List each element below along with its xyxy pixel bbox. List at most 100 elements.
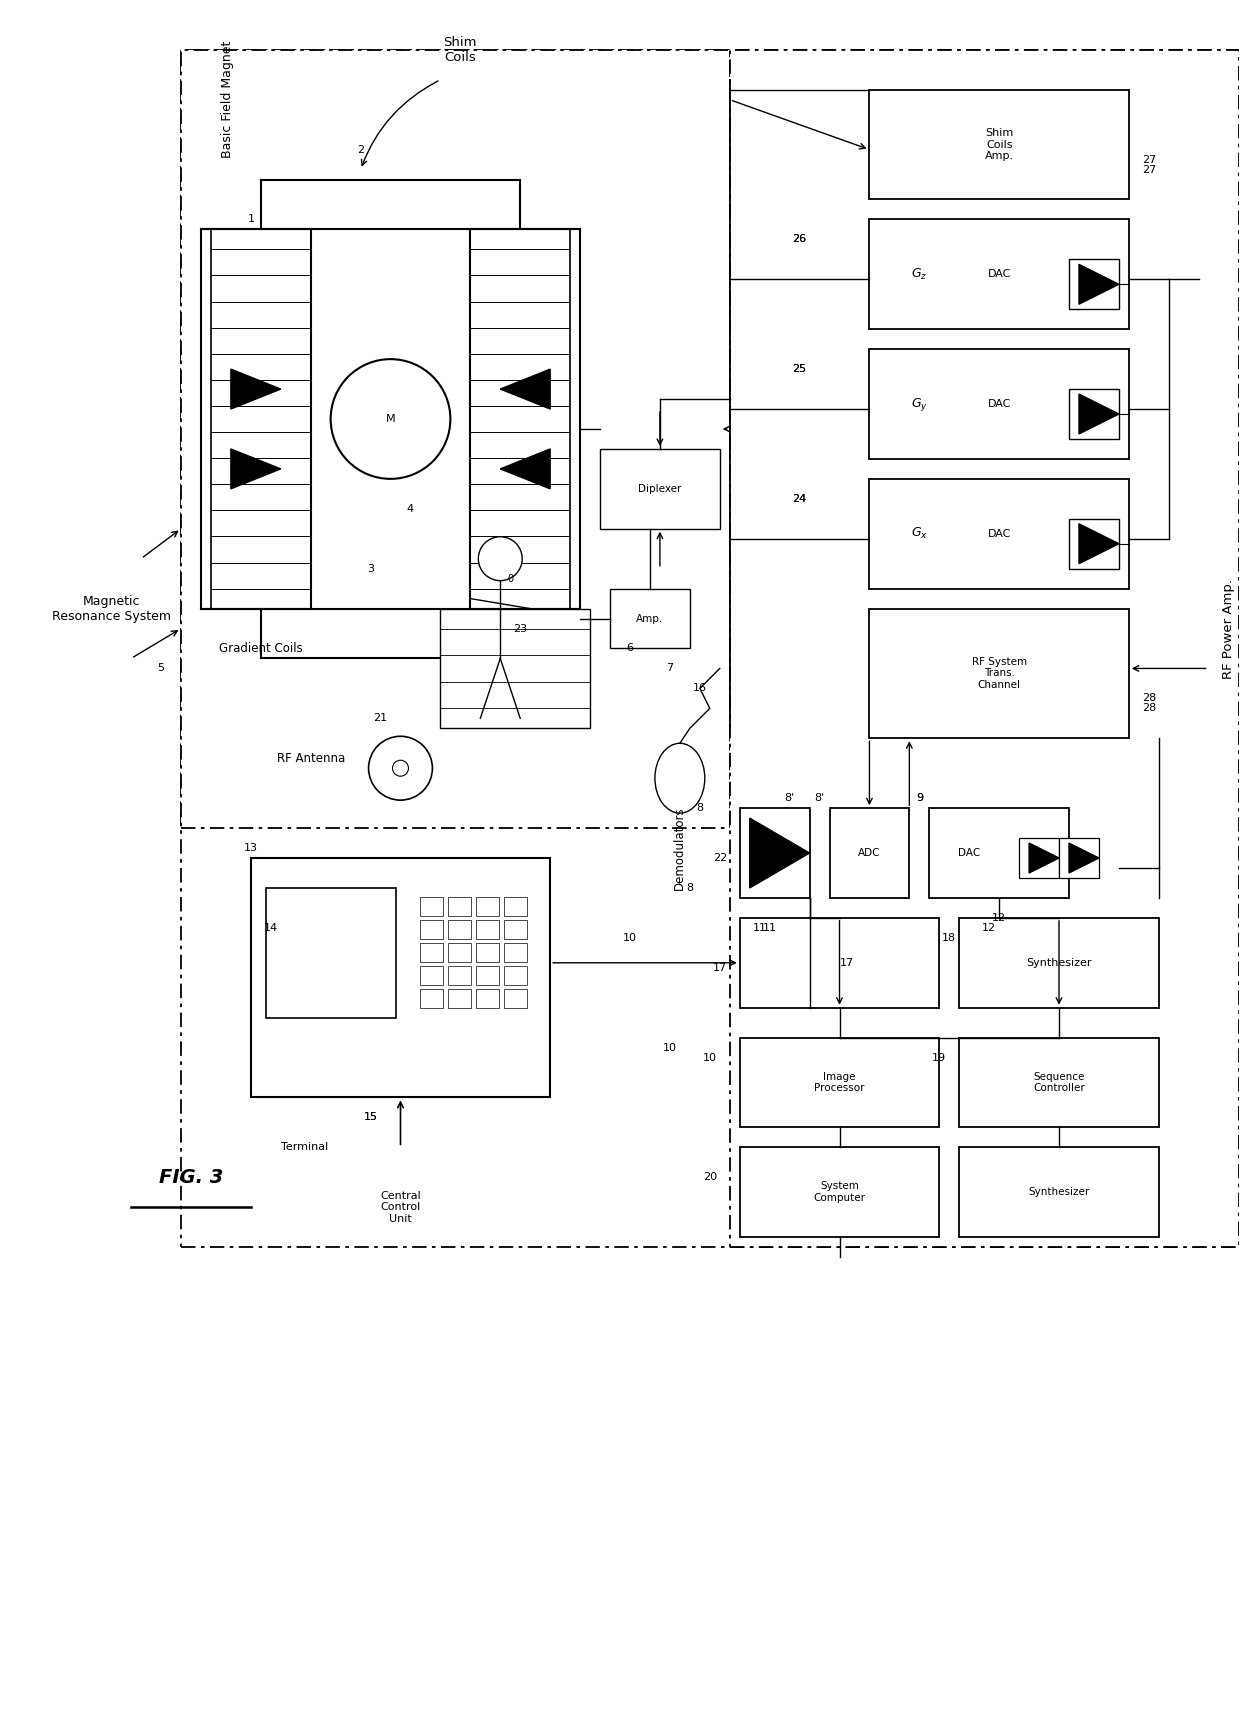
Text: 26: 26	[792, 235, 807, 244]
FancyBboxPatch shape	[420, 966, 444, 985]
FancyBboxPatch shape	[830, 809, 909, 899]
FancyBboxPatch shape	[505, 943, 527, 962]
Text: 26: 26	[792, 235, 807, 244]
FancyBboxPatch shape	[869, 608, 1128, 738]
Text: 25: 25	[792, 365, 807, 373]
Text: 13: 13	[244, 843, 258, 854]
Text: Basic Field Magnet: Basic Field Magnet	[221, 41, 234, 159]
Text: 27: 27	[1142, 164, 1156, 175]
FancyBboxPatch shape	[476, 943, 500, 962]
FancyBboxPatch shape	[740, 1037, 939, 1127]
Polygon shape	[231, 370, 280, 410]
Text: 8: 8	[696, 804, 703, 814]
Text: Gradient Coils: Gradient Coils	[219, 643, 303, 655]
Polygon shape	[500, 449, 551, 489]
FancyBboxPatch shape	[440, 608, 590, 727]
FancyBboxPatch shape	[449, 966, 471, 985]
Polygon shape	[231, 449, 280, 489]
Text: 24: 24	[792, 494, 807, 505]
Circle shape	[393, 760, 408, 776]
Text: 28: 28	[1142, 703, 1156, 714]
Polygon shape	[1079, 264, 1118, 304]
Text: 11: 11	[763, 923, 776, 933]
Text: 9: 9	[916, 793, 923, 804]
FancyBboxPatch shape	[1069, 518, 1118, 569]
FancyBboxPatch shape	[449, 988, 471, 1007]
Text: Demodulators: Demodulators	[673, 807, 687, 890]
FancyBboxPatch shape	[610, 589, 689, 648]
FancyBboxPatch shape	[740, 809, 810, 899]
Text: M: M	[386, 415, 396, 423]
FancyBboxPatch shape	[449, 897, 471, 916]
Text: Synthesizer: Synthesizer	[1027, 957, 1091, 968]
Text: System
Computer: System Computer	[813, 1182, 866, 1203]
Text: RF Power Amp.: RF Power Amp.	[1223, 579, 1235, 679]
FancyBboxPatch shape	[449, 919, 471, 938]
FancyBboxPatch shape	[730, 50, 1239, 1248]
Text: 8: 8	[686, 883, 693, 893]
Text: 16: 16	[693, 683, 707, 693]
Text: Magnetic
Resonance System: Magnetic Resonance System	[52, 594, 171, 622]
FancyBboxPatch shape	[420, 919, 444, 938]
Text: FIG. 3: FIG. 3	[159, 1168, 223, 1187]
FancyBboxPatch shape	[265, 888, 396, 1018]
FancyBboxPatch shape	[960, 1037, 1159, 1127]
Text: 22: 22	[713, 854, 727, 862]
Text: ADC: ADC	[858, 848, 880, 859]
FancyBboxPatch shape	[869, 479, 1128, 589]
Text: RF System
Trans.
Channel: RF System Trans. Channel	[972, 657, 1027, 689]
Text: 8': 8'	[785, 793, 795, 804]
FancyBboxPatch shape	[869, 219, 1128, 330]
Polygon shape	[500, 370, 551, 410]
Text: Shim
Coils
Amp.: Shim Coils Amp.	[985, 128, 1014, 161]
FancyBboxPatch shape	[1019, 838, 1059, 878]
Text: 8': 8'	[815, 793, 825, 804]
FancyBboxPatch shape	[960, 918, 1159, 1007]
Text: 2: 2	[357, 145, 365, 154]
FancyBboxPatch shape	[476, 897, 500, 916]
FancyBboxPatch shape	[420, 897, 444, 916]
Text: 15: 15	[363, 1113, 377, 1123]
FancyBboxPatch shape	[929, 809, 1069, 899]
FancyBboxPatch shape	[600, 449, 719, 529]
Text: 17: 17	[713, 962, 727, 973]
Polygon shape	[1029, 843, 1059, 873]
FancyBboxPatch shape	[1059, 838, 1099, 878]
Text: 21: 21	[373, 714, 388, 724]
FancyBboxPatch shape	[505, 966, 527, 985]
Text: 18: 18	[942, 933, 956, 943]
Polygon shape	[1069, 843, 1099, 873]
Text: DAC: DAC	[987, 399, 1011, 410]
FancyBboxPatch shape	[505, 897, 527, 916]
Polygon shape	[1079, 394, 1118, 434]
Ellipse shape	[331, 359, 450, 479]
FancyBboxPatch shape	[476, 966, 500, 985]
Text: 12: 12	[982, 923, 996, 933]
Text: 20: 20	[703, 1172, 717, 1182]
FancyBboxPatch shape	[420, 943, 444, 962]
Text: 0: 0	[507, 574, 513, 584]
Text: 6: 6	[626, 643, 634, 653]
Text: 12: 12	[992, 912, 1006, 923]
FancyBboxPatch shape	[470, 230, 580, 608]
Text: 14: 14	[264, 923, 278, 933]
FancyBboxPatch shape	[476, 988, 500, 1007]
Text: Sequence
Controller: Sequence Controller	[1033, 1071, 1085, 1094]
Text: 10: 10	[622, 933, 637, 943]
Text: 10: 10	[703, 1052, 717, 1063]
FancyBboxPatch shape	[505, 988, 527, 1007]
FancyBboxPatch shape	[740, 1147, 939, 1237]
Text: Central
Control
Unit: Central Control Unit	[381, 1191, 420, 1223]
Ellipse shape	[655, 743, 704, 814]
FancyBboxPatch shape	[449, 943, 471, 962]
Text: Image
Processor: Image Processor	[815, 1071, 864, 1094]
Text: 7: 7	[666, 664, 673, 674]
Text: $G_y$: $G_y$	[911, 396, 928, 413]
FancyBboxPatch shape	[476, 919, 500, 938]
Text: 4: 4	[407, 505, 414, 513]
Circle shape	[479, 537, 522, 581]
Text: 19: 19	[932, 1052, 946, 1063]
FancyBboxPatch shape	[869, 349, 1128, 460]
Text: 25: 25	[792, 365, 807, 373]
Text: 5: 5	[157, 664, 165, 674]
